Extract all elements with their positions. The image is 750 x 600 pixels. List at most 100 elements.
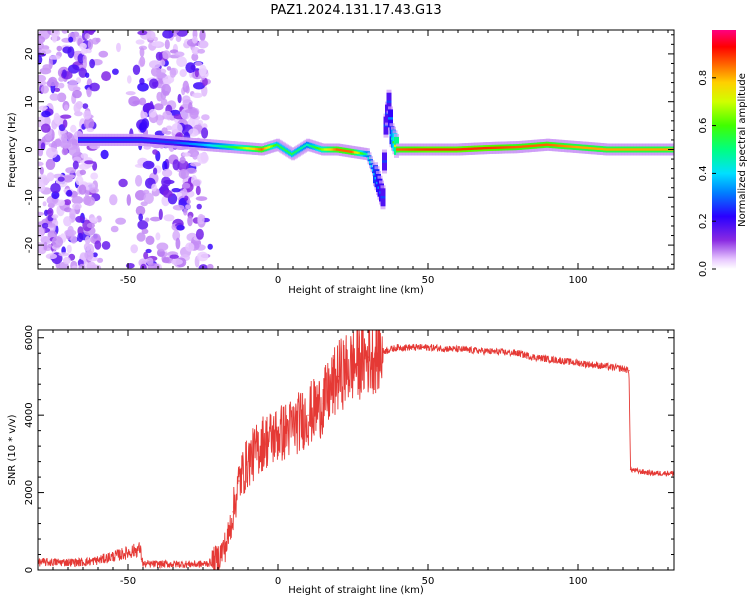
- noise-patch: [130, 244, 138, 254]
- noise-patch: [48, 76, 58, 87]
- noise-patch: [65, 167, 77, 174]
- noise-patch: [50, 183, 61, 194]
- y-tick-label: 2000: [24, 480, 35, 505]
- noise-patch: [38, 148, 44, 157]
- noise-patch: [43, 241, 48, 251]
- noise-patch: [172, 204, 185, 211]
- noise-patch: [172, 159, 180, 171]
- snr-data-point: [622, 368, 624, 370]
- snr-x-axis-label: Height of straight line (km): [288, 585, 424, 596]
- noise-patch: [160, 98, 168, 106]
- noise-patch: [40, 236, 52, 245]
- noise-patch: [98, 50, 109, 58]
- noise-patch: [156, 72, 167, 79]
- noise-patch: [197, 48, 206, 54]
- noise-patch: [148, 108, 157, 118]
- noise-patch: [182, 80, 189, 93]
- noise-patch: [137, 82, 149, 92]
- noise-patch: [176, 224, 185, 231]
- noise-patch: [199, 30, 206, 42]
- noise-patch: [197, 152, 209, 164]
- noise-patch: [38, 80, 47, 86]
- noise-patch: [179, 156, 186, 164]
- noise-patch: [190, 64, 196, 71]
- noise-patch: [164, 39, 170, 50]
- snr-data-point: [562, 360, 564, 362]
- x-tick-label: 0: [275, 576, 281, 587]
- noise-patch: [53, 112, 60, 125]
- spectrogram-y-axis-label: Frequency (Hz): [7, 112, 18, 188]
- noise-patch: [182, 152, 191, 157]
- noise-patch: [71, 196, 84, 205]
- noise-patch: [110, 225, 119, 233]
- x-tick-label: 100: [568, 275, 587, 286]
- noise-patch: [59, 140, 72, 149]
- noise-patch: [47, 243, 52, 248]
- y-tick-label: 20: [24, 48, 35, 61]
- snr-data-point: [577, 362, 579, 364]
- noise-patch: [101, 71, 112, 82]
- snr-data-point: [427, 346, 429, 348]
- snr-data-point: [226, 542, 228, 544]
- noise-patch: [84, 33, 90, 40]
- y-tick-label: 4000: [24, 402, 35, 427]
- noise-patch: [153, 103, 164, 111]
- noise-patch: [87, 38, 93, 50]
- noise-patch: [164, 130, 172, 135]
- noise-patch: [137, 220, 149, 230]
- noise-patch: [155, 51, 163, 61]
- noise-patch: [166, 66, 172, 71]
- noise-patch: [100, 149, 109, 160]
- noise-patch: [206, 263, 214, 269]
- snr-data-point: [211, 561, 213, 563]
- noise-patch: [94, 240, 102, 250]
- noise-patch: [181, 182, 191, 189]
- noise-patch: [150, 216, 161, 222]
- noise-patch: [116, 42, 121, 53]
- noise-patch: [38, 211, 45, 216]
- noise-patch: [67, 189, 72, 197]
- noise-patch: [79, 169, 87, 175]
- noise-patch: [141, 118, 150, 130]
- noise-patch: [162, 160, 168, 172]
- noise-patch: [58, 82, 65, 89]
- noise-patch: [135, 205, 146, 216]
- noise-patch: [162, 50, 171, 60]
- snr-data-point: [607, 366, 609, 368]
- spectrogram-x-axis-label: Height of straight line (km): [288, 285, 424, 296]
- noise-patch: [162, 30, 174, 39]
- noise-patch: [45, 158, 56, 170]
- snr-panel: -50 0 50 100 0 2000 4000 6000 Height of straigh…: [7, 325, 675, 596]
- noise-patch: [90, 172, 99, 180]
- noise-patch: [69, 208, 76, 220]
- snr-data-point: [628, 370, 630, 372]
- noise-patch: [126, 194, 131, 206]
- noise-patch: [80, 153, 89, 159]
- noise-patch: [135, 39, 145, 45]
- noise-patch: [58, 252, 70, 257]
- snr-data-point: [307, 414, 309, 416]
- noise-patch: [78, 184, 87, 195]
- snr-data-point: [247, 461, 249, 463]
- snr-data-point: [517, 352, 519, 354]
- noise-patch: [177, 93, 182, 104]
- snr-data-point: [487, 350, 489, 352]
- noise-patch: [141, 228, 149, 234]
- noise-patch: [132, 64, 141, 76]
- noise-patch: [194, 69, 199, 78]
- ridge-core: [386, 100, 392, 103]
- noise-patch: [142, 160, 155, 170]
- snr-data-point: [637, 470, 639, 472]
- noise-patch: [143, 192, 154, 204]
- snr-data-point: [232, 511, 234, 513]
- noise-patch: [152, 149, 159, 155]
- colorbar-tick-label: 0.2: [698, 213, 709, 229]
- noise-patch: [161, 195, 170, 207]
- noise-patch: [139, 56, 146, 67]
- noise-patch: [68, 64, 80, 74]
- snr-data-point: [142, 563, 144, 565]
- noise-patch: [70, 235, 78, 244]
- noise-patch: [184, 195, 189, 201]
- snr-data-point: [172, 563, 174, 565]
